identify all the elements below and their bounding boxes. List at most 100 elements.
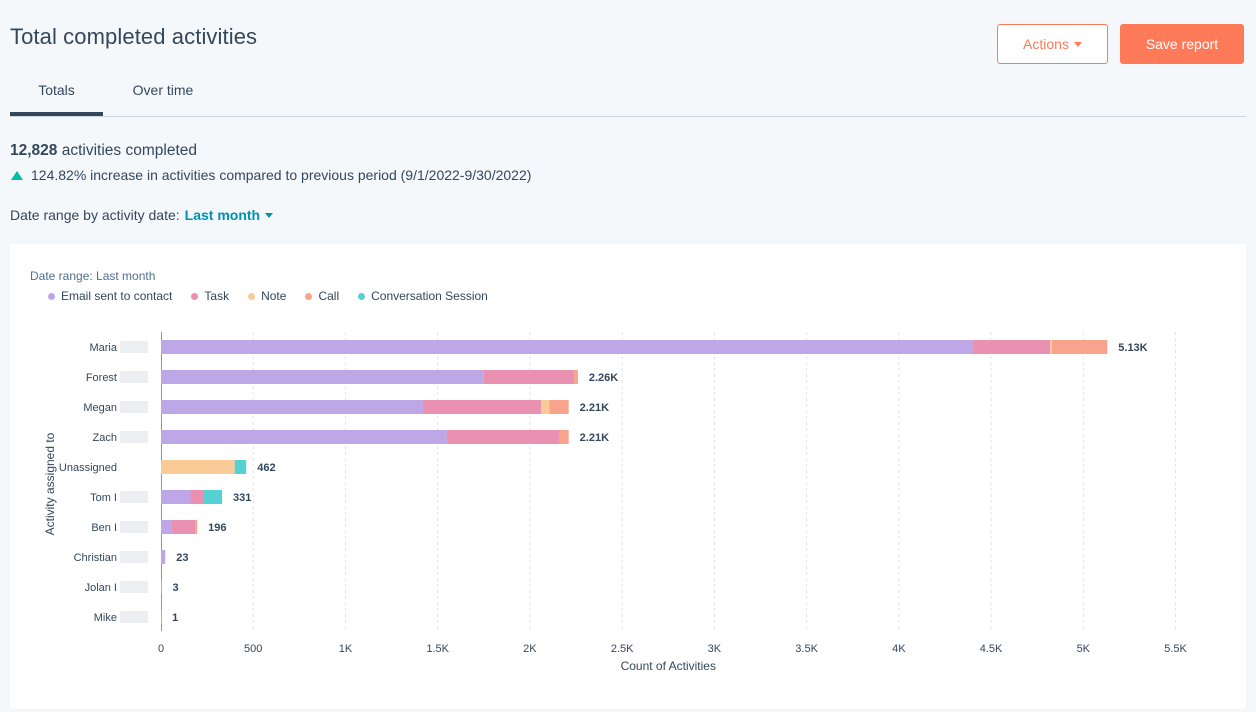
activities-count: 12,828 xyxy=(10,142,58,159)
legend-dot-icon xyxy=(248,292,256,300)
increase-text: 124.82% increase in activities compared … xyxy=(31,167,532,183)
tab-totals[interactable]: Totals xyxy=(10,82,103,116)
bar-segment-task xyxy=(446,430,560,444)
bar-segment-email-sent-to-contact xyxy=(161,610,162,624)
bar-segment-call xyxy=(1051,340,1108,354)
date-range-value: Last month xyxy=(184,207,261,223)
bar-segment-conversation-session xyxy=(234,460,247,474)
redacted-name-blur xyxy=(120,341,148,353)
x-tick-label: 3K xyxy=(708,643,722,655)
legend-item-call[interactable]: Call xyxy=(305,289,339,303)
bar-segment-task xyxy=(483,370,575,384)
bar-total-label: 1 xyxy=(172,612,178,624)
activities-count-suffix: activities completed xyxy=(61,142,197,159)
category-label: Jolan I xyxy=(85,582,117,594)
legend-dot-icon xyxy=(191,292,199,300)
legend-item-email-sent-to-contact[interactable]: Email sent to contact xyxy=(48,289,172,303)
legend-dot-icon xyxy=(48,292,55,300)
actions-dropdown-button[interactable]: Actions xyxy=(997,24,1108,64)
category-label: Forest xyxy=(86,372,117,384)
x-tick-label: 2K xyxy=(523,643,537,655)
bar-segment-email-sent-to-contact xyxy=(161,550,166,564)
bar-segment-task xyxy=(190,490,204,504)
x-tick-label: 5.5K xyxy=(1164,643,1187,655)
bar-segment-note xyxy=(161,460,235,474)
actions-label: Actions xyxy=(1023,36,1069,52)
bar-total-label: 5.13K xyxy=(1118,342,1147,354)
page-title: Total completed activities xyxy=(10,24,258,49)
legend-item-task[interactable]: Task xyxy=(191,289,229,303)
bar-segment-note xyxy=(1050,340,1052,354)
category-label: Zach xyxy=(93,432,117,444)
bar-segment-email-sent-to-contact xyxy=(161,490,191,504)
category-label: Megan xyxy=(83,402,117,414)
tab-over-time[interactable]: Over time xyxy=(132,82,194,98)
activities-completed-summary: 12,828 activities completed xyxy=(10,142,197,160)
redacted-name-blur xyxy=(120,491,148,503)
date-range-dropdown[interactable]: Last month xyxy=(184,207,274,223)
bar-segment-task xyxy=(171,520,196,534)
caret-down-icon xyxy=(265,213,274,218)
redacted-name-blur xyxy=(120,551,148,563)
chart-card: Date range: Last month Email sent to con… xyxy=(10,244,1246,709)
bar-total-label: 2.26K xyxy=(589,372,618,384)
bar-segment-email-sent-to-contact xyxy=(161,340,973,354)
bar-total-label: 331 xyxy=(233,492,251,504)
date-range-label: Date range by activity date: xyxy=(10,207,180,223)
bar-segment-call xyxy=(195,520,198,534)
x-tick-label: 3.5K xyxy=(795,643,818,655)
category-label: Ben I xyxy=(91,522,117,534)
bar-segment-email-sent-to-contact xyxy=(161,520,172,534)
bar-total-label: 196 xyxy=(208,522,226,534)
bar-total-label: 3 xyxy=(173,582,179,594)
save-report-button[interactable]: Save report xyxy=(1120,24,1244,64)
category-label: Mike xyxy=(94,612,117,624)
x-tick-label: 0 xyxy=(158,643,164,655)
bar-segment-email-sent-to-contact xyxy=(161,580,162,594)
chart-legend: Email sent to contact Task Note Call Convers… xyxy=(48,289,507,303)
legend-dot-icon xyxy=(358,292,366,300)
increase-summary: 124.82% increase in activities compared … xyxy=(10,167,531,183)
bar-segment-conversation-session xyxy=(203,490,223,504)
bar-total-label: 23 xyxy=(176,552,188,564)
bar-segment-email-sent-to-contact xyxy=(161,430,447,444)
x-tick-label: 1.5K xyxy=(426,643,449,655)
bar-segment-call xyxy=(549,400,569,414)
bar-segment-note xyxy=(540,400,550,414)
redacted-name-blur xyxy=(120,581,148,593)
category-label: Christian xyxy=(74,552,117,564)
caret-down-icon xyxy=(1073,42,1082,47)
bar-total-label: 2.21K xyxy=(580,432,609,444)
category-label: Tom I xyxy=(90,492,117,504)
legend-label: Email sent to contact xyxy=(61,289,173,303)
legend-item-note[interactable]: Note xyxy=(248,289,286,303)
bar-segment-call xyxy=(574,370,578,384)
bar-total-label: 462 xyxy=(257,462,275,474)
redacted-name-blur xyxy=(120,371,148,383)
x-tick-label: 500 xyxy=(244,643,262,655)
redacted-name-blur xyxy=(120,401,148,413)
legend-label: Note xyxy=(261,289,287,303)
legend-label: Conversation Session xyxy=(371,289,488,303)
x-tick-label: 4K xyxy=(892,643,906,655)
triangle-up-icon xyxy=(11,170,23,180)
tab-bar: Totals Over time xyxy=(10,70,1246,117)
legend-label: Call xyxy=(318,289,340,303)
redacted-name-blur xyxy=(120,431,148,443)
bar-segment-call xyxy=(559,430,569,444)
category-label: Unassigned xyxy=(59,462,117,474)
x-tick-label: 2.5K xyxy=(611,643,634,655)
legend-dot-icon xyxy=(305,292,313,300)
bar-segment-task xyxy=(972,340,1051,354)
legend-item-conversation-session[interactable]: Conversation Session xyxy=(358,289,488,303)
bar-chart: 0 500 1K 1.5K 2K 2.5K 3K 3.5K 4K 4.5K 5K 5.5K 5.13K M… xyxy=(43,332,1188,673)
date-range-filter: Date range by activity date: Last month xyxy=(10,207,274,223)
redacted-name-blur xyxy=(120,521,148,533)
x-tick-label: 1K xyxy=(339,643,353,655)
bar-segment-email-sent-to-contact xyxy=(161,370,484,384)
y-axis-title: Activity assigned to xyxy=(43,432,57,535)
x-axis-title: Count of Activities xyxy=(621,659,716,673)
legend-label: Task xyxy=(204,289,230,303)
x-tick-label: 4.5K xyxy=(980,643,1003,655)
chart-date-range: Date range: Last month xyxy=(30,269,156,283)
